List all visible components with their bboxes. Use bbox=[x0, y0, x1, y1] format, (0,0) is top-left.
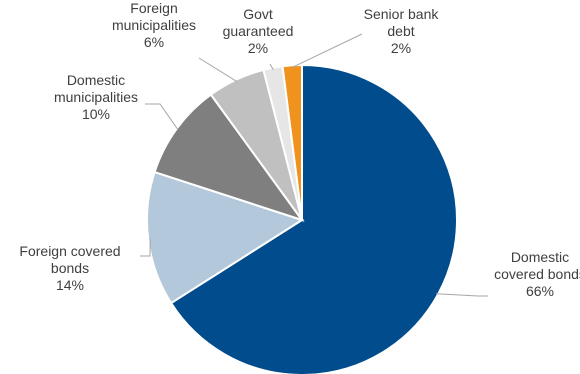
slice-percent: 66% bbox=[526, 283, 554, 299]
slice-label: Foreign municipalities 6% bbox=[112, 0, 196, 50]
pie-slice-domestic-covered-bonds bbox=[169, 63, 458, 374]
leader-line bbox=[198, 57, 238, 82]
pie-slice-senior-bank-debt bbox=[281, 63, 303, 221]
slice-percent: 6% bbox=[144, 34, 164, 50]
slice-name-line: covered bonds bbox=[494, 266, 580, 282]
pie-slice-domestic-municipalities bbox=[153, 93, 305, 222]
slice-labels: Domestic covered bonds 66%Foreign covered b… bbox=[19, 0, 580, 299]
slice-name-line: Foreign bbox=[130, 0, 177, 16]
leader-lines bbox=[140, 33, 488, 297]
leader-line bbox=[269, 63, 274, 70]
slice-label: Senior bank debt 2% bbox=[364, 6, 440, 56]
slice-label: Foreign covered bonds 14% bbox=[19, 243, 120, 293]
slice-percent: 10% bbox=[82, 106, 110, 122]
slice-name-line: Senior bank bbox=[364, 6, 440, 22]
leader-line bbox=[140, 239, 151, 257]
slice-label: Govt guaranteed 2% bbox=[223, 6, 294, 56]
slice-name-line: Domestic bbox=[67, 72, 125, 88]
slice-name-line: bonds bbox=[51, 260, 89, 276]
slice-name-line: guaranteed bbox=[223, 23, 294, 39]
pie-slices bbox=[146, 63, 458, 374]
pie-slice-foreign-covered-bonds bbox=[146, 170, 305, 305]
slice-percent: 14% bbox=[56, 277, 84, 293]
slice-percent: 2% bbox=[391, 40, 411, 56]
slice-name-line: Domestic bbox=[511, 249, 569, 265]
slice-name-line: Govt bbox=[243, 6, 273, 22]
slice-name-line: municipalities bbox=[112, 17, 196, 33]
slice-percent: 2% bbox=[248, 40, 268, 56]
leader-line bbox=[436, 293, 488, 297]
slice-label: Domestic covered bonds 66% bbox=[494, 249, 580, 299]
slice-name-line: debt bbox=[387, 23, 414, 39]
leader-line bbox=[292, 33, 363, 68]
slice-name-line: Foreign covered bbox=[19, 243, 120, 259]
slice-name-line: municipalities bbox=[54, 89, 138, 105]
leader-line bbox=[145, 103, 179, 131]
slice-label: Domestic municipalities 10% bbox=[54, 72, 138, 122]
